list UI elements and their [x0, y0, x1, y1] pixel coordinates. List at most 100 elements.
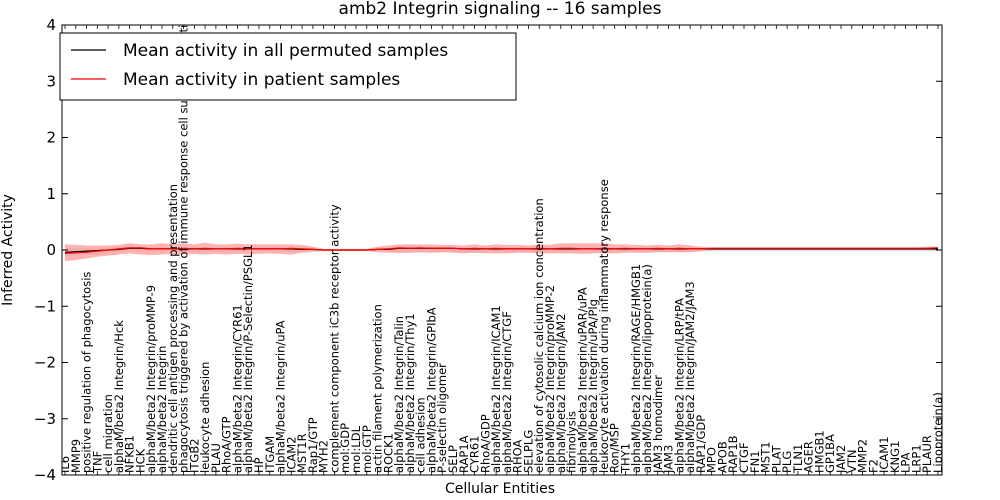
category-label: alphaM/beta2 Integrin/CTGF: [500, 311, 514, 473]
category-label: F2: [866, 459, 880, 473]
category-label: alphaM/beta2 Integrin/RAGE/HMGB1: [629, 264, 643, 473]
category-label: RAP1B: [726, 435, 740, 473]
category-label: IL6: [58, 456, 72, 473]
category-label: THY1: [618, 443, 632, 474]
chart-title: amb2 Integrin signaling -- 16 samples: [339, 0, 662, 19]
category-label: FN1: [748, 450, 762, 473]
category-label: mol:GTP: [360, 425, 374, 473]
category-label: HP: [252, 457, 266, 473]
category-label: LPA: [899, 452, 913, 473]
category-label: RHOA: [511, 440, 525, 473]
category-label: leukocyte activation during inflammatory…: [597, 179, 611, 473]
category-label: PLAU: [209, 443, 223, 473]
category-label: ICAM2: [284, 436, 298, 473]
y-tick-label: 1: [46, 185, 56, 203]
category-label: mol:GDP: [338, 423, 352, 473]
category-label: alphaM/beta2 Integrin/JAM2: [554, 313, 568, 473]
category-label: MST1: [759, 441, 773, 473]
category-label: alphaM/beta2 Integrin/JAM2/JAM3: [683, 281, 697, 473]
category-label: CYR61: [468, 436, 482, 473]
category-label: Ron/MSP: [608, 423, 622, 473]
category-label: PLAUR: [920, 435, 934, 473]
category-label: HMGB1: [812, 430, 826, 473]
category-label: JAM3: [662, 445, 676, 474]
category-label: alphaM/beta2 Integrin/lipoprotein(a): [640, 264, 654, 473]
series-line-patient: [64, 247, 939, 254]
category-label: APOB: [715, 441, 729, 473]
category-label: alphaM/beta2 Integrin/Thy1: [403, 313, 417, 473]
category-label: alphaM/beta2 Integrin: [155, 346, 169, 473]
category-label: mol:LDL: [349, 425, 363, 473]
category-label: SELP: [446, 445, 460, 473]
category-label: alphaM/beta2 Integrin/uPA: [274, 320, 288, 473]
category-label: Lipoprotein(a): [931, 392, 945, 473]
y-tick-label: 3: [46, 72, 56, 90]
y-tick-label: −1: [34, 297, 56, 315]
category-label: dendritic cell antigen processing and pr…: [166, 184, 180, 473]
category-label: NFKB1: [123, 435, 137, 473]
y-tick-label: 4: [46, 16, 56, 34]
category-label: alphaM/beta2 Integrin/LRP/tPA: [672, 298, 686, 473]
category-label: RAP1/GDP: [694, 415, 708, 473]
y-tick-label: 2: [46, 129, 56, 147]
category-label: MPO: [705, 447, 719, 473]
category-label: alphaM/beta2 Integrin/GPIbA: [424, 307, 438, 473]
category-label: positive regulation of phagocytosis: [80, 272, 94, 473]
category-label: RhoA/GDP: [478, 414, 492, 473]
category-label: ITGAM: [263, 436, 277, 473]
category-label: HCK: [133, 448, 147, 473]
y-tick-label: −4: [34, 466, 56, 484]
category-label: GP1BA: [823, 434, 837, 473]
category-label: alphaM/beta2 Integrin/P-Selectin/PSGL1: [241, 244, 255, 473]
legend-label-permuted: Mean activity in all permuted samples: [123, 41, 448, 61]
y-axis-label: Inferred Activity: [0, 194, 16, 306]
category-label: RAP1A: [457, 435, 471, 473]
category-label: MMP2: [856, 439, 870, 473]
plot-frame: [61, 24, 943, 476]
y-tick-label: −3: [34, 410, 56, 428]
category-label: alphaM/beta2 Integrin/Hck: [112, 320, 126, 473]
category-label: alphaM/beta2 Integrin/uPA/Plg: [586, 299, 600, 473]
category-label: JAM2: [834, 445, 848, 474]
band-layer: [65, 242, 938, 262]
legend-label-patient: Mean activity in patient samples: [123, 70, 400, 90]
y-tick-label: 0: [46, 241, 56, 259]
category-label: TLN1: [791, 444, 805, 474]
category-label: JAM3 homodimer: [651, 375, 665, 474]
category-label: alphaM/beta2 Integrin/proMMP-9: [144, 285, 158, 473]
category-label: leukocyte adhesion: [198, 362, 212, 473]
category-label: Rap1/GTP: [306, 417, 320, 473]
category-label: alphaM/beta2 Integrin/CYR61: [230, 304, 244, 473]
category-label: CTGF: [737, 442, 751, 473]
category-label: LRP1: [909, 444, 923, 473]
patient-band: [65, 242, 938, 262]
x-axis-label: Cellular Entities: [445, 481, 555, 497]
category-label: ITGB2: [187, 438, 201, 473]
category-label: phagocytosis triggered by activation of …: [177, 0, 191, 473]
category-label: SELPLG: [521, 430, 535, 473]
category-label: PLG: [780, 451, 794, 473]
category-label: P-selectin oligomer: [435, 363, 449, 473]
category-label: MST1R: [295, 433, 309, 473]
category-label: RhoA/GTP: [220, 416, 234, 473]
category-label: VTN: [845, 450, 859, 474]
legend-box: [59, 32, 517, 101]
category-label: actin filament polymerization: [371, 304, 385, 473]
category-label: alphaM/beta2 Integrin/Talin: [392, 316, 406, 473]
category-label: ICAM1: [877, 436, 891, 473]
category-label: cell adhesion: [414, 397, 428, 473]
legend: Mean activity in all permuted samples Me…: [59, 32, 517, 101]
category-label: AGER: [802, 441, 816, 473]
y-tick-label: −2: [34, 354, 56, 372]
category-label: KNG1: [888, 441, 902, 473]
category-label: alphaM/beta2 Integrin/ICAM1: [489, 305, 503, 473]
category-label: MMP9: [69, 439, 83, 473]
series-layer: [64, 247, 939, 254]
category-label: alphaM/beta2 Integrin/uPAR/uPA: [575, 287, 589, 473]
category-label: ROCK1: [381, 433, 395, 473]
category-label: fibrinolysis: [565, 411, 579, 473]
category-label: elevation of cytosolic calcium ion conce…: [532, 198, 546, 473]
category-label: alphaM/beta2 Integrin/proMMP-2: [543, 285, 557, 473]
